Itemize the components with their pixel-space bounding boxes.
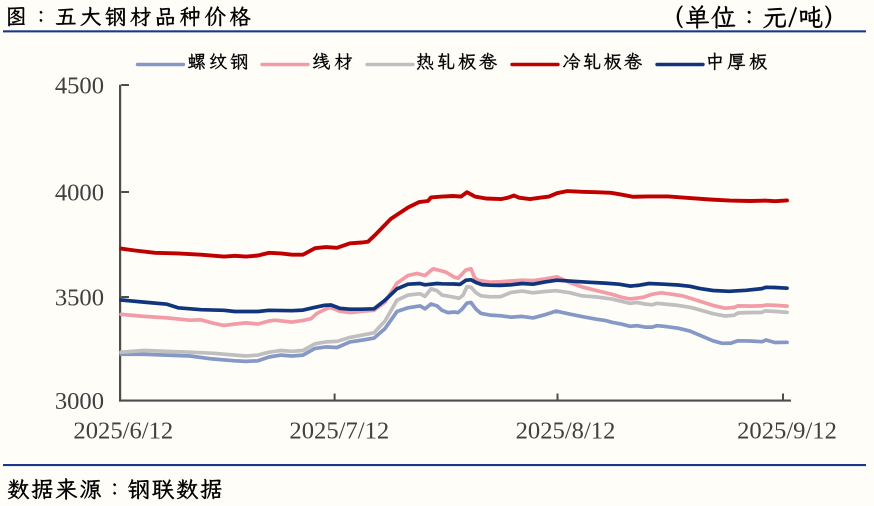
svg-text:4000: 4000 (55, 179, 104, 206)
svg-text:4500: 4500 (55, 72, 104, 99)
svg-text:2025/6/12: 2025/6/12 (73, 418, 173, 445)
svg-text:3000: 3000 (55, 388, 104, 415)
svg-text:2025/8/12: 2025/8/12 (516, 418, 616, 445)
svg-text:2025/7/12: 2025/7/12 (289, 418, 389, 445)
svg-text:3500: 3500 (55, 284, 104, 311)
svg-text:2025/9/12: 2025/9/12 (737, 418, 837, 445)
